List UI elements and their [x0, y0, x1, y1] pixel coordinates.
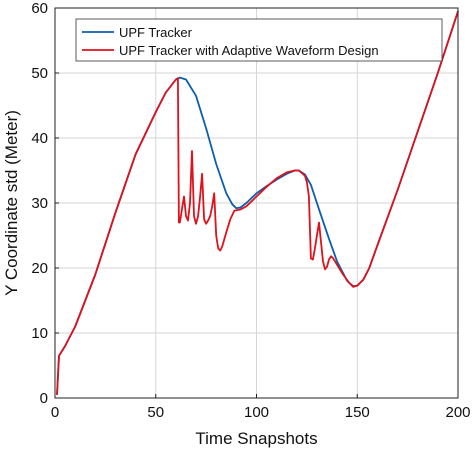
ticks-group: [54, 7, 459, 399]
grid: [54, 7, 459, 399]
legend-box: [75, 18, 443, 62]
x-tick-label: 200: [445, 404, 470, 421]
x-tick-label: 0: [51, 404, 59, 421]
y-tick-label: 50: [31, 65, 48, 82]
y-tick-label: 20: [31, 260, 48, 277]
x-tick-labels: 0 50 100 150 200: [51, 404, 471, 421]
series-group: [56, 11, 459, 395]
y-tick-label: 0: [40, 390, 48, 407]
x-axis-label: Time Snapshots: [195, 429, 317, 448]
x-tick-label: 50: [147, 404, 164, 421]
legend-label-upf: UPF Tracker: [119, 25, 193, 40]
x-tick-label: 100: [244, 404, 269, 421]
y-tick-labels: 0 10 20 30 40 50 60: [31, 0, 48, 407]
legend: UPF Tracker UPF Tracker with Adaptive Wa…: [75, 18, 443, 62]
y-axis-label: Y Coordinate std (Meter): [2, 110, 21, 296]
x-tick-label: 150: [345, 404, 370, 421]
y-tick-label: 40: [31, 130, 48, 147]
series-line-upf-adaptive: [56, 11, 459, 395]
y-tick-label: 60: [31, 0, 48, 17]
y-tick-label: 30: [31, 195, 48, 212]
legend-label-adaptive: UPF Tracker with Adaptive Waveform Desig…: [119, 43, 379, 58]
y-tick-label: 10: [31, 325, 48, 342]
